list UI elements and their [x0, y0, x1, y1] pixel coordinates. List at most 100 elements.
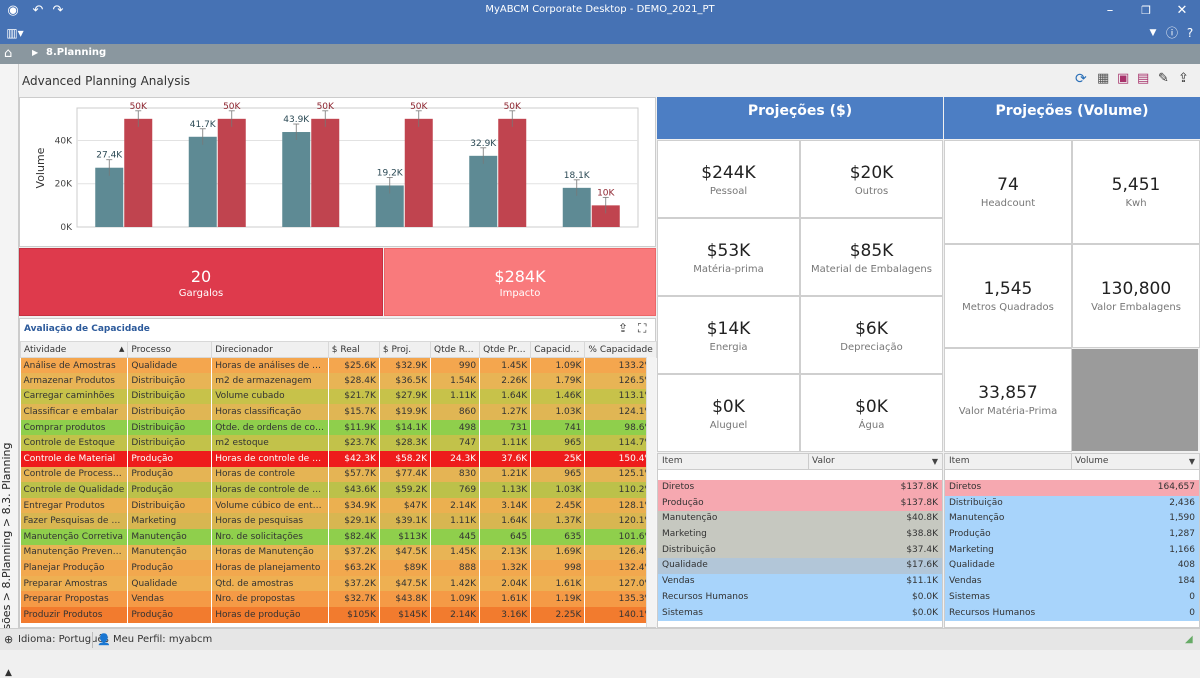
- redo-icon[interactable]: ↷: [52, 3, 64, 18]
- column-header[interactable]: % Capacidade: [584, 341, 657, 358]
- column-header[interactable]: $ Proj.: [378, 341, 432, 358]
- list-item[interactable]: Marketing 1,166: [945, 542, 1199, 559]
- col-item-header[interactable]: Item: [949, 456, 970, 466]
- grid-view-icon[interactable]: ▦: [1097, 71, 1110, 86]
- table-row[interactable]: Entregar Produtos Distribuição Volume cúbi…: [20, 497, 657, 514]
- table-row[interactable]: Produzir Produtos Produção Horas de produç…: [20, 607, 657, 623]
- undo-icon[interactable]: ↶: [32, 3, 44, 18]
- breadcrumb-item[interactable]: 8.Planning: [46, 47, 107, 58]
- table-row[interactable]: Manutenção Corretiva Manutenção Nro. de so…: [20, 529, 657, 545]
- list-item[interactable]: Recursos Humanos $0.0K: [658, 589, 942, 606]
- card-value: $85K: [849, 241, 894, 261]
- proj-money-card[interactable]: $14K Energia: [657, 296, 800, 374]
- table-cell: Manutenção: [127, 544, 213, 561]
- table-row[interactable]: Armazenar Produtos Distribuição m2 de arma…: [20, 373, 657, 389]
- minimize-icon[interactable]: –: [1106, 3, 1114, 18]
- column-header[interactable]: Direcionador: [211, 341, 329, 358]
- help-icon[interactable]: ?: [1186, 26, 1194, 40]
- proj-volume-card[interactable]: 74 Headcount: [944, 140, 1072, 244]
- table-row[interactable]: Preparar Propostas Vendas Nro. de proposta…: [20, 591, 657, 607]
- fullscreen-icon[interactable]: ⛶: [638, 321, 647, 335]
- list-item[interactable]: Marketing $38.8K: [658, 527, 942, 543]
- list-item[interactable]: Sistemas $0.0K: [658, 605, 942, 622]
- proj-volume-card[interactable]: 130,800 Valor Embalagens: [1072, 244, 1200, 348]
- proj-money-card[interactable]: $53K Matéria-prima: [657, 218, 800, 296]
- share-icon[interactable]: ⇪: [1178, 71, 1189, 86]
- table-row[interactable]: Fazer Pesquisas de Mark...MarketingHoras…: [20, 513, 657, 530]
- profile-status[interactable]: Meu Perfil: myabcm: [113, 634, 213, 645]
- column-header[interactable]: Qtde Proj.: [479, 341, 532, 358]
- table-cell: 741: [530, 419, 586, 436]
- data-label: 50K: [130, 102, 148, 112]
- dropdown-arrow-icon[interactable]: ▼: [1149, 28, 1157, 38]
- table-row[interactable]: Controle de Material Produção Horas de con…: [20, 451, 657, 467]
- language-status[interactable]: Idioma: Português: [18, 634, 109, 645]
- list-item[interactable]: Distribuição 2,436: [945, 495, 1199, 512]
- card-label: Matéria-prima: [693, 264, 764, 275]
- list-item[interactable]: Vendas 184: [945, 574, 1199, 590]
- table-row[interactable]: Controle de Processo In... Produção Horas …: [20, 466, 657, 483]
- list-item[interactable]: Diretos 164,657: [945, 480, 1199, 496]
- kpi-impacto[interactable]: $284K Impacto: [384, 248, 656, 316]
- list-item[interactable]: Produção 1,287: [945, 527, 1199, 543]
- sort-ascending-icon[interactable]: ▲: [118, 345, 125, 353]
- col-item-header[interactable]: Item: [662, 456, 683, 466]
- item-value: 2,436: [1169, 497, 1195, 508]
- table-row[interactable]: Análise de Amostras Qualidade Horas de aná…: [20, 357, 657, 374]
- layout-menu-icon[interactable]: ▥▾: [6, 26, 24, 40]
- home-icon[interactable]: ⌂: [4, 46, 13, 61]
- list-item[interactable]: Sistemas 0: [945, 589, 1199, 606]
- table-row[interactable]: Planejar Produção Produção Horas de planej…: [20, 560, 657, 576]
- proj-money-card[interactable]: $0K Água: [800, 374, 943, 452]
- restore-icon[interactable]: ❐: [1141, 4, 1151, 17]
- table-row[interactable]: Classificar e embalar Distribuição Horas c…: [20, 404, 657, 420]
- table-cell: 1.09K: [530, 357, 586, 374]
- close-icon[interactable]: ✕: [1176, 3, 1188, 18]
- proj-volume-card[interactable]: 33,857 Valor Matéria-Prima: [944, 348, 1072, 452]
- filter-dropdown-icon[interactable]: ▼: [1188, 457, 1195, 466]
- list-item[interactable]: Diretos $137.8K: [658, 480, 942, 496]
- proj-money-card[interactable]: $244K Pessoal: [657, 140, 800, 218]
- table-row[interactable]: Preparar Amostras Qualidade Qtd. de amostr…: [20, 575, 657, 592]
- list-item[interactable]: Distribuição $37.4K: [658, 542, 942, 559]
- col-volume-header[interactable]: Volume: [1075, 456, 1109, 466]
- card-value: 74: [997, 175, 1019, 195]
- info-icon[interactable]: ⓘ: [1165, 26, 1178, 40]
- column-header[interactable]: $ Real: [327, 341, 380, 358]
- column-header[interactable]: Processo: [127, 341, 213, 358]
- proj-volume-card[interactable]: 5,451 Kwh: [1072, 140, 1200, 244]
- expand-arrow-icon[interactable]: ▲: [5, 668, 12, 678]
- kpi-gargalos[interactable]: 20 Gargalos: [19, 248, 383, 316]
- export-icon[interactable]: ⇪: [618, 321, 629, 335]
- list-item[interactable]: Produção $137.8K: [658, 495, 942, 512]
- table-row[interactable]: Comprar produtos Distribuição Qtde. de ord…: [20, 419, 657, 436]
- filter-dropdown-icon[interactable]: ▼: [931, 457, 938, 466]
- table-row[interactable]: Manutenção Preventiva Manutenção Horas de …: [20, 544, 657, 561]
- kpi-label: Impacto: [499, 288, 541, 299]
- edit-icon[interactable]: ✎: [1158, 71, 1169, 86]
- proj-money-card[interactable]: $85K Material de Embalagens: [800, 218, 943, 296]
- side-path-label[interactable]: Visões > 8.Planning > 8.3. Planning: [0, 442, 13, 640]
- list-item[interactable]: Manutenção $40.8K: [658, 511, 942, 528]
- table-row[interactable]: Carregar caminhões Distribuição Volume cub…: [20, 388, 657, 405]
- list-item[interactable]: Recursos Humanos 0: [945, 605, 1199, 622]
- save-icon[interactable]: ▣: [1117, 71, 1130, 86]
- list-item[interactable]: Qualidade $17.6K: [658, 558, 942, 575]
- column-header[interactable]: Qtde Real: [430, 341, 481, 358]
- col-value-header[interactable]: Valor: [812, 456, 835, 466]
- proj-money-card[interactable]: $6K Depreciação: [800, 296, 943, 374]
- save-as-icon[interactable]: ▤: [1137, 71, 1150, 86]
- table-row[interactable]: Controle de Qualidade Produção Horas de co…: [20, 482, 657, 498]
- proj-volume-card[interactable]: 1,545 Metros Quadrados: [944, 244, 1072, 348]
- proj-money-card[interactable]: $20K Outros: [800, 140, 943, 218]
- list-item[interactable]: Manutenção 1,590: [945, 511, 1199, 528]
- column-header[interactable]: Capacidade: [530, 341, 586, 358]
- proj-money-card[interactable]: $0K Aluguel: [657, 374, 800, 452]
- column-header[interactable]: Atividade ▲: [19, 341, 129, 358]
- card-label: Água: [858, 420, 885, 431]
- table-row[interactable]: Controle de Estoque Distribuição m2 estoqu…: [20, 435, 657, 452]
- list-item[interactable]: Vendas $11.1K: [658, 574, 942, 590]
- refresh-icon[interactable]: ⟳: [1075, 71, 1087, 87]
- list-item[interactable]: Qualidade 408: [945, 558, 1199, 575]
- vertical-scrollbar[interactable]: [646, 357, 656, 627]
